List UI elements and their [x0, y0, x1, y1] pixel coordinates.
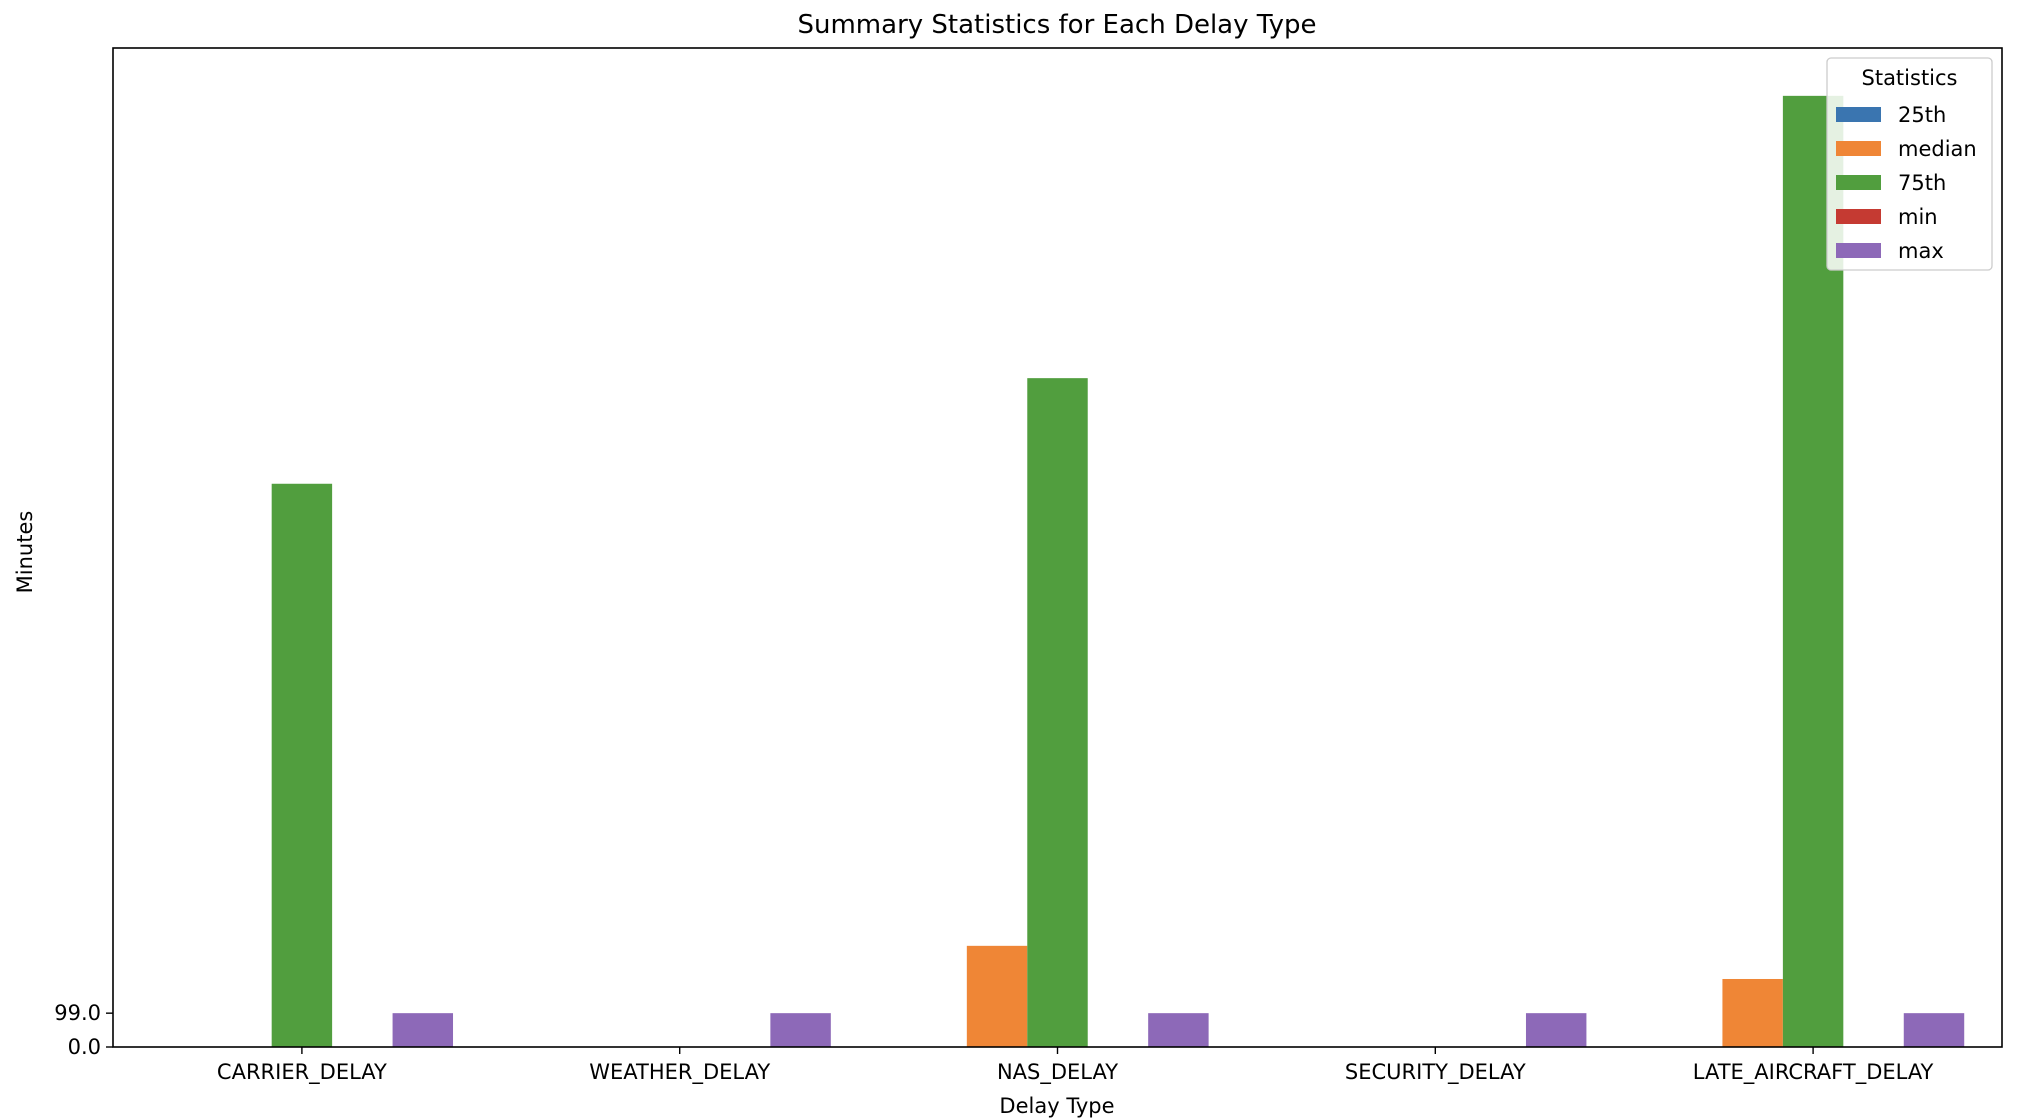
legend-title: Statistics: [1862, 66, 1958, 90]
x-tick-label: SECURITY_DELAY: [1345, 1060, 1526, 1085]
bar-max-nas-delay: [1148, 1013, 1209, 1047]
bar-max-late-aircraft-delay: [1903, 1013, 1965, 1047]
bar-75th-carrier-delay: [271, 483, 333, 1047]
bars-layer: [271, 95, 1965, 1048]
x-tick-label: CARRIER_DELAY: [217, 1060, 387, 1085]
bar-75th-nas-delay: [1027, 378, 1088, 1048]
bar-max-weather-delay: [770, 1013, 831, 1047]
bar-median-nas-delay: [966, 945, 1028, 1047]
legend-label-max: max: [1898, 239, 1944, 263]
x-tick-label: NAS_DELAY: [997, 1060, 1118, 1085]
y-ticks: 0.0 99.0: [54, 1001, 113, 1059]
bar-max-security-delay: [1525, 1013, 1587, 1047]
legend-label-min: min: [1898, 205, 1938, 229]
bar-median-late-aircraft-delay: [1722, 978, 1783, 1047]
legend-label-75th: 75th: [1898, 171, 1946, 195]
x-ticks: CARRIER_DELAY WEATHER_DELAY NAS_DELAY SECUR…: [217, 1047, 1934, 1085]
x-tick-label: LATE_AIRCRAFT_DELAY: [1693, 1060, 1934, 1085]
y-tick-label: 99.0: [54, 1001, 101, 1025]
x-axis-label: Delay Type: [999, 1094, 1114, 1118]
legend-label-median: median: [1898, 137, 1977, 161]
legend-swatch-25th: [1836, 107, 1881, 122]
legend-swatch-max: [1836, 243, 1881, 258]
legend-swatch-median: [1836, 141, 1881, 156]
bar-max-carrier-delay: [392, 1013, 454, 1047]
legend-label-25th: 25th: [1898, 103, 1946, 127]
legend-swatch-75th: [1836, 175, 1881, 190]
y-axis-label: Minutes: [13, 511, 37, 594]
legend: Statistics 25th median 75th min max: [1826, 57, 1993, 271]
x-tick-label: WEATHER_DELAY: [589, 1060, 770, 1085]
legend-swatch-min: [1836, 209, 1881, 224]
chart-title: Summary Statistics for Each Delay Type: [798, 10, 1317, 40]
y-tick-label: 0.0: [68, 1035, 101, 1059]
